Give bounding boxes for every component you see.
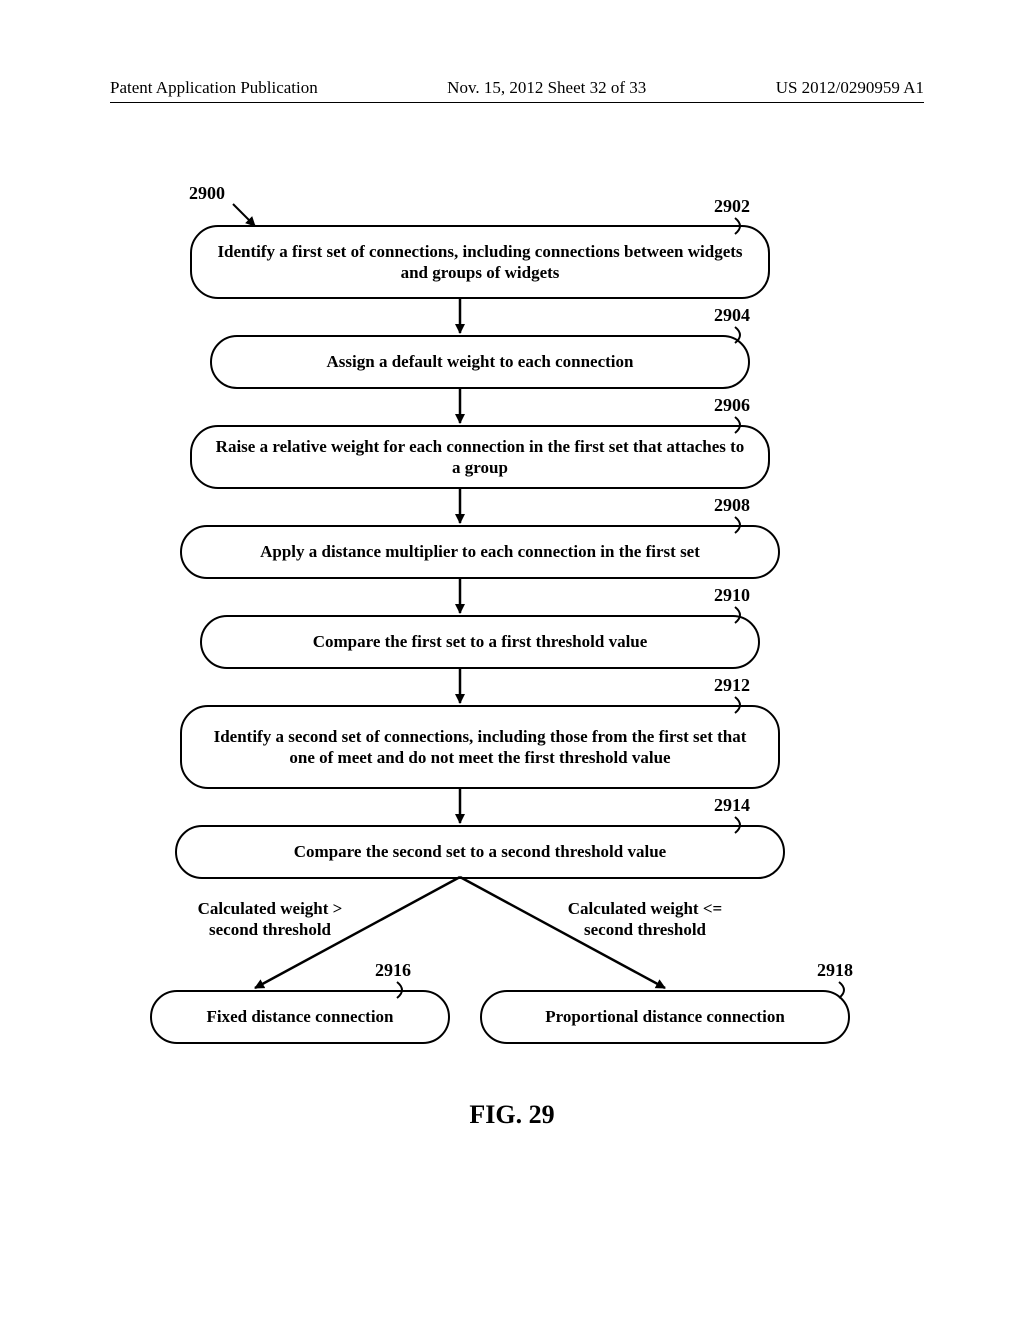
ref-2904: 2904 (714, 305, 750, 326)
ref-2918: 2918 (817, 960, 853, 981)
ref-2916: 2916 (375, 960, 411, 981)
step-2910: Compare the first set to a first thresho… (200, 615, 760, 669)
ref-2908: 2908 (714, 495, 750, 516)
step-2912: Identify a second set of connections, in… (180, 705, 780, 789)
step-2908: Apply a distance multiplier to each conn… (180, 525, 780, 579)
page: Patent Application Publication Nov. 15, … (0, 0, 1024, 1320)
branch-right-label: Calculated weight <= second threshold (545, 898, 745, 941)
header-mid: Nov. 15, 2012 Sheet 32 of 33 (447, 78, 646, 98)
page-header: Patent Application Publication Nov. 15, … (110, 78, 924, 103)
step-2906: Raise a relative weight for each connect… (190, 425, 770, 489)
ref-2912: 2912 (714, 675, 750, 696)
figure-label: FIG. 29 (469, 1100, 554, 1130)
ref-2906: 2906 (714, 395, 750, 416)
step-2918: Proportional distance connection (480, 990, 850, 1044)
branch-left-label: Calculated weight > second threshold (175, 898, 365, 941)
ref-2900: 2900 (189, 183, 225, 204)
ref-2914: 2914 (714, 795, 750, 816)
header-right: US 2012/0290959 A1 (776, 78, 924, 98)
step-2916: Fixed distance connection (150, 990, 450, 1044)
step-2904: Assign a default weight to each connecti… (210, 335, 750, 389)
ref-2902: 2902 (714, 196, 750, 217)
ref-2910: 2910 (714, 585, 750, 606)
step-2902: Identify a first set of connections, inc… (190, 225, 770, 299)
step-2914: Compare the second set to a second thres… (175, 825, 785, 879)
header-left: Patent Application Publication (110, 78, 318, 98)
